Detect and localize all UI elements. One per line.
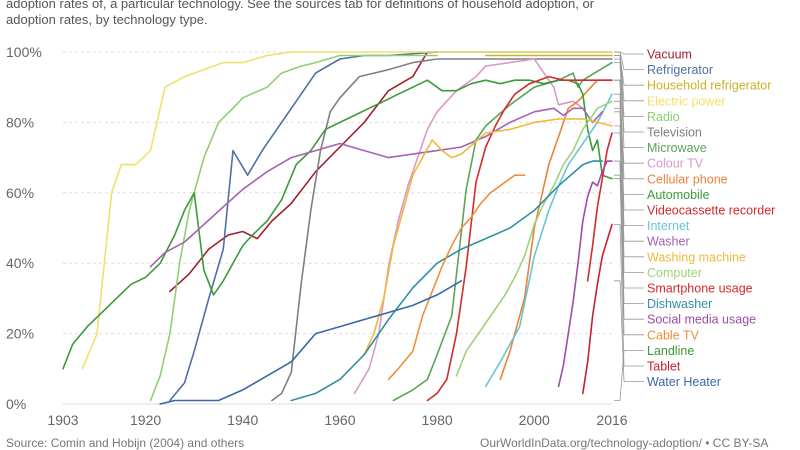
legend-connector-social-media-usage	[614, 160, 644, 320]
legend-item-radio[interactable]: Radio	[647, 110, 680, 124]
legend-connector-automobile	[614, 178, 644, 195]
credit-note: OurWorldInData.org/technology-adoption/ …	[480, 436, 769, 450]
legend-connector-microwave	[614, 62, 644, 148]
series-lines	[62, 51, 613, 405]
x-tick-label: 1903	[47, 412, 78, 428]
legend-connector-refrigerator	[614, 51, 644, 70]
y-tick-label: 20%	[6, 326, 34, 342]
legend-item-microwave[interactable]: Microwave	[647, 141, 707, 155]
legend-connector-cable-tv	[614, 174, 644, 336]
x-axis-ticks: 1903 1920 1940 1960 1980 2000 2016	[47, 412, 627, 428]
y-tick-label: 0%	[6, 396, 26, 412]
legend-item-household-refrigerator[interactable]: Household refrigerator	[647, 79, 771, 93]
series-line-vacuum	[169, 51, 438, 293]
series-line-cellular-phone	[499, 79, 613, 381]
legend-connector-dishwasher	[614, 160, 644, 304]
series-line-dishwasher	[290, 160, 604, 402]
legend-connector-radio	[614, 55, 644, 117]
series-line-cable-tv	[387, 174, 526, 381]
legend-connector-household-refrigerator	[614, 55, 644, 86]
legend-item-water-heater[interactable]: Water Heater	[647, 375, 721, 389]
series-line-computer	[455, 100, 613, 377]
series-line-smartphone-usage	[586, 132, 613, 282]
series-line-videocassette-recorder	[426, 75, 613, 402]
legend-item-internet[interactable]: Internet	[647, 219, 690, 233]
x-tick-label: 1920	[130, 412, 161, 428]
legend-connectors	[614, 51, 644, 401]
legend-connector-tablet	[614, 224, 644, 367]
legend-connector-washer	[614, 111, 644, 242]
legend-connector-videocassette-recorder	[614, 79, 644, 211]
legend-item-washing-machine[interactable]: Washing machine	[647, 250, 746, 264]
series-line-washer	[149, 107, 604, 268]
legend-connector-television	[614, 58, 644, 133]
series-line-electric-power	[81, 51, 613, 370]
series-line-television	[271, 58, 613, 402]
chart-subtitle: adoption rates of, a particular technolo…	[6, 0, 786, 28]
legend-item-smartphone-usage[interactable]: Smartphone usage	[647, 282, 753, 296]
y-tick-label: 60%	[6, 185, 34, 201]
legend-item-vacuum[interactable]: Vacuum	[647, 48, 692, 62]
legend-connector-washing-machine	[614, 125, 644, 258]
legend-connector-water-heater	[614, 280, 644, 382]
series-line-tablet	[582, 223, 613, 395]
legend-connector-electric-power	[614, 51, 644, 102]
legend-connector-computer	[614, 100, 644, 273]
legend-item-videocassette-recorder[interactable]: Videocassette recorder	[647, 204, 775, 218]
subtitle-line-2: adoption rates, by technology type.	[6, 12, 208, 27]
legend-item-automobile[interactable]: Automobile	[647, 188, 710, 202]
legend-item-washer[interactable]: Washer	[647, 235, 690, 249]
legend-item-cable-tv[interactable]: Cable TV	[647, 328, 700, 342]
legend-item-colour-tv[interactable]: Colour TV	[647, 157, 704, 171]
subtitle-line-1: adoption rates of, a particular technolo…	[6, 0, 595, 11]
legend-item-television[interactable]: Television	[647, 126, 702, 140]
x-tick-label: 2000	[519, 412, 550, 428]
legend-item-refrigerator[interactable]: Refrigerator	[647, 63, 713, 77]
x-tick-label: 2016	[596, 412, 627, 428]
series-line-radio	[149, 54, 438, 402]
legend-connector-cellular-phone	[614, 79, 644, 180]
legend-item-dishwasher[interactable]: Dishwasher	[647, 297, 712, 311]
legend-item-landline[interactable]: Landline	[647, 344, 694, 358]
series-line-washing-machine	[363, 118, 613, 356]
legend-connector-smartphone-usage	[614, 132, 644, 289]
legend-item-tablet[interactable]: Tablet	[647, 360, 681, 374]
legend-item-electric-power[interactable]: Electric power	[647, 94, 726, 108]
legend-item-social-media-usage[interactable]: Social media usage	[647, 313, 756, 327]
y-tick-label: 100%	[6, 44, 42, 60]
x-tick-label: 1960	[324, 412, 355, 428]
legend-connector-landline	[614, 350, 644, 401]
x-tick-label: 1940	[227, 412, 258, 428]
legend-item-cellular-phone[interactable]: Cellular phone	[647, 172, 728, 186]
x-tick-label: 1980	[422, 412, 453, 428]
series-line-water-heater	[159, 280, 463, 405]
gridlines	[63, 51, 612, 405]
y-tick-label: 80%	[6, 114, 34, 130]
y-axis-ticks: 0% 20% 40% 60% 80% 100%	[6, 44, 42, 412]
y-tick-label: 40%	[6, 255, 34, 271]
source-note: Source: Comin and Hobijn (2004) and othe…	[6, 436, 245, 450]
series-line-social-media-usage	[557, 160, 613, 388]
legend-connector-internet	[614, 93, 644, 226]
legend-item-computer[interactable]: Computer	[647, 266, 702, 280]
